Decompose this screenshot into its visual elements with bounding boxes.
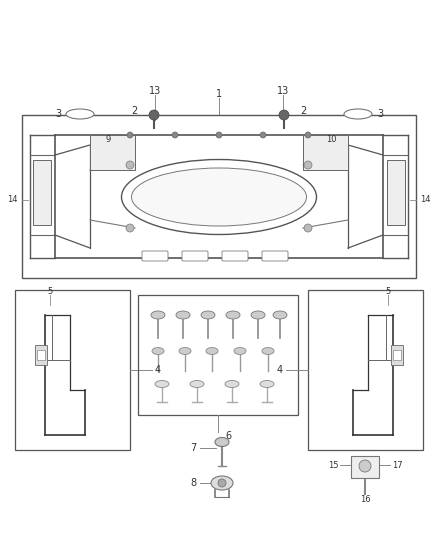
Bar [391,345,403,365]
Circle shape [279,110,289,120]
Ellipse shape [211,476,233,490]
Bar [308,290,423,450]
Ellipse shape [121,159,317,235]
Bar [35,345,47,365]
Text: 15: 15 [328,461,338,470]
Circle shape [218,479,226,487]
Text: 2: 2 [300,106,306,116]
Ellipse shape [152,348,164,354]
Ellipse shape [66,109,94,119]
Text: 8: 8 [190,478,196,488]
Text: 13: 13 [149,86,161,96]
Circle shape [149,110,159,120]
Bar [33,160,51,225]
Ellipse shape [251,311,265,319]
Bar [138,295,298,415]
Bar [15,290,130,450]
Circle shape [304,224,312,232]
Bar [351,456,379,478]
Text: 17: 17 [392,461,403,470]
Text: 5: 5 [385,287,391,296]
Text: 5: 5 [47,287,53,296]
Circle shape [127,132,133,138]
Text: 12: 12 [229,197,241,207]
Text: 14: 14 [420,196,431,205]
Text: 16: 16 [360,496,370,505]
Ellipse shape [151,311,165,319]
Bar [387,160,405,225]
Ellipse shape [225,381,239,387]
Ellipse shape [176,311,190,319]
Bar [37,350,45,360]
FancyBboxPatch shape [142,251,168,261]
Ellipse shape [201,311,215,319]
Text: 7: 7 [190,443,196,453]
Ellipse shape [262,348,274,354]
Circle shape [216,132,222,138]
Circle shape [126,161,134,169]
Text: 13: 13 [277,86,289,96]
FancyBboxPatch shape [222,251,248,261]
Bar [303,135,348,170]
Text: 6: 6 [225,431,231,441]
Text: 10: 10 [326,135,336,144]
Ellipse shape [273,311,287,319]
Ellipse shape [226,311,240,319]
Circle shape [359,460,371,472]
Ellipse shape [179,348,191,354]
Bar [22,115,416,278]
Text: 11: 11 [163,180,173,189]
Text: 3: 3 [55,109,61,119]
Ellipse shape [190,381,204,387]
Text: 1: 1 [216,89,222,99]
Text: 4: 4 [277,365,283,375]
Ellipse shape [215,438,229,447]
Bar [393,350,401,360]
FancyBboxPatch shape [262,251,288,261]
Text: 9: 9 [106,135,111,144]
Circle shape [126,224,134,232]
Ellipse shape [260,381,274,387]
FancyBboxPatch shape [182,251,208,261]
Circle shape [260,132,266,138]
Ellipse shape [234,348,246,354]
Circle shape [305,132,311,138]
Text: 4: 4 [155,365,161,375]
Ellipse shape [344,109,372,119]
Text: 2: 2 [131,106,137,116]
Ellipse shape [155,381,169,387]
Circle shape [172,132,178,138]
Ellipse shape [131,168,307,226]
Ellipse shape [206,348,218,354]
Text: 14: 14 [7,196,18,205]
Bar [90,135,135,170]
Circle shape [304,161,312,169]
Text: 3: 3 [377,109,383,119]
